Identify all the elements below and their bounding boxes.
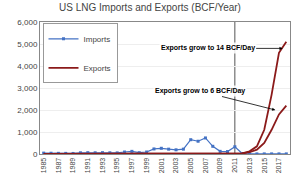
svg-text:1985: 1985 — [40, 158, 47, 174]
svg-text:1999: 1999 — [143, 158, 150, 174]
svg-text:1,000: 1,000 — [17, 128, 38, 137]
svg-text:2017: 2017 — [275, 158, 282, 174]
svg-text:1991: 1991 — [84, 158, 91, 174]
svg-text:2007: 2007 — [202, 158, 209, 174]
svg-text:2009: 2009 — [216, 158, 223, 174]
svg-text:Exports grow to 6 BCF/Day: Exports grow to 6 BCF/Day — [155, 87, 245, 95]
svg-text:1987: 1987 — [55, 158, 62, 174]
svg-text:3,000: 3,000 — [17, 84, 38, 93]
svg-text:0: 0 — [33, 150, 38, 159]
svg-text:2013: 2013 — [246, 158, 253, 174]
svg-text:1995: 1995 — [113, 158, 120, 174]
svg-text:2005: 2005 — [187, 158, 194, 174]
svg-text:US LNG Imports and Exports (BC: US LNG Imports and Exports (BCF/Year) — [59, 2, 241, 13]
svg-text:Exports: Exports — [84, 64, 111, 73]
svg-text:Imports: Imports — [84, 35, 111, 44]
svg-text:5,000: 5,000 — [17, 40, 38, 49]
svg-text:2003: 2003 — [172, 158, 179, 174]
svg-text:2011: 2011 — [231, 158, 238, 173]
svg-text:1997: 1997 — [128, 158, 135, 174]
svg-text:1989: 1989 — [69, 158, 76, 174]
svg-text:4,000: 4,000 — [17, 62, 38, 71]
svg-text:2015: 2015 — [261, 158, 268, 174]
svg-text:1993: 1993 — [99, 158, 106, 174]
svg-text:Exports grow to 14 BCF/Day: Exports grow to 14 BCF/Day — [161, 44, 255, 52]
svg-text:2001: 2001 — [158, 158, 165, 174]
svg-text:2,000: 2,000 — [17, 106, 38, 115]
svg-text:6,000: 6,000 — [17, 18, 38, 27]
